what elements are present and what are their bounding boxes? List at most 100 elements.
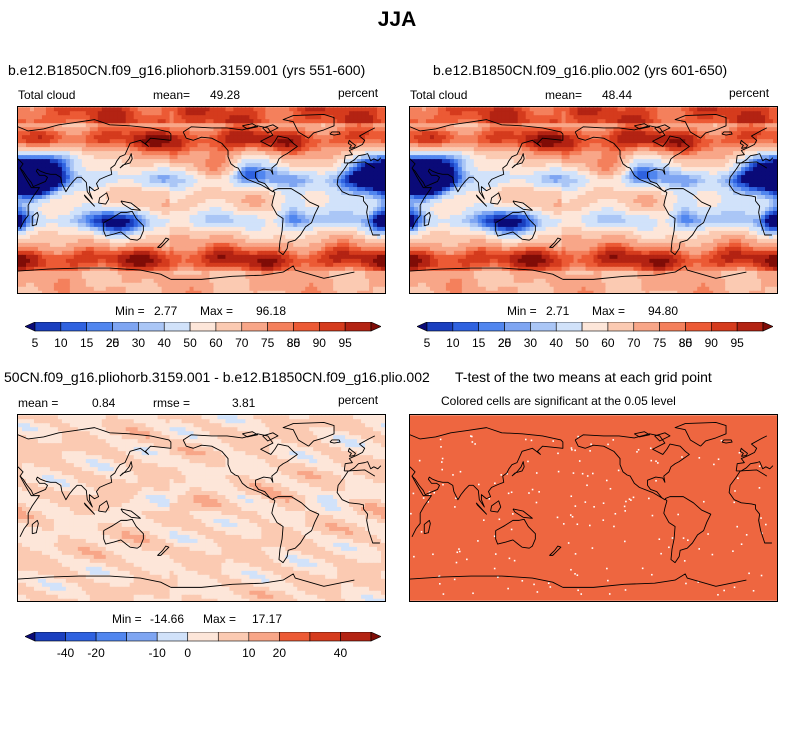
grid-cell — [541, 123, 547, 128]
grid-cell — [293, 242, 298, 248]
grid-cell — [297, 226, 302, 232]
grid-cell — [313, 290, 318, 293]
grid-cell — [145, 131, 151, 136]
grid-cell — [97, 210, 103, 216]
grid-cell — [73, 179, 79, 184]
grid-cell — [225, 147, 230, 152]
colorbar-tick-label: 90 — [313, 336, 327, 350]
grid-cell — [309, 131, 314, 136]
grid-cell — [241, 147, 246, 152]
grid-cell — [109, 274, 115, 280]
grid-cell — [213, 278, 218, 284]
grid-cell — [337, 270, 342, 276]
grid-cell — [521, 107, 527, 112]
grid-cell — [49, 123, 55, 128]
grid-cell — [705, 119, 710, 124]
grid-cell — [353, 218, 358, 224]
grid-cell — [361, 214, 366, 220]
grid-cell — [537, 119, 543, 124]
grid-cell — [501, 107, 507, 112]
grid-cell — [349, 234, 354, 240]
grid-cell — [61, 171, 67, 176]
grid-cell — [201, 195, 206, 200]
grid-cell — [365, 107, 370, 112]
grid-cell — [293, 119, 298, 124]
grid-cell — [221, 131, 226, 136]
grid-cell — [205, 270, 210, 276]
grid-cell — [65, 187, 71, 192]
grid-cell — [525, 123, 531, 128]
grid-cell — [157, 206, 163, 212]
grid-cell — [97, 206, 103, 212]
grid-cell — [89, 167, 95, 172]
grid-cell — [381, 290, 385, 293]
grid-cell — [121, 278, 127, 284]
grid-cell — [277, 254, 282, 260]
grid-cell — [277, 131, 282, 136]
grid-cell — [73, 214, 79, 220]
grid-cell — [85, 258, 91, 264]
grid-cell — [173, 230, 179, 236]
grid-cell — [221, 195, 226, 200]
grid-cell — [201, 214, 206, 220]
grid-cell — [49, 183, 55, 188]
grid-cell — [369, 202, 374, 208]
grid-cell — [361, 206, 366, 212]
grid-cell — [165, 222, 171, 228]
grid-cell — [285, 131, 290, 136]
grid-cell — [185, 258, 191, 264]
grid-cell — [381, 230, 385, 236]
grid-cell — [341, 179, 346, 184]
grid-cell — [137, 135, 143, 140]
grid-cell — [465, 115, 471, 120]
grid-cell — [93, 151, 99, 156]
grid-cell — [237, 143, 242, 148]
grid-cell — [177, 278, 183, 284]
grid-cell — [21, 246, 27, 252]
grid-cell — [381, 222, 385, 228]
grid-cell — [173, 135, 179, 140]
grid-cell — [289, 282, 294, 288]
grid-cell — [357, 278, 362, 284]
grid-cell — [201, 187, 206, 192]
grid-cell — [233, 218, 238, 224]
grid-cell — [377, 278, 382, 284]
grid-cell — [621, 131, 626, 136]
grid-cell — [61, 210, 67, 216]
grid-cell — [89, 214, 95, 220]
coastline — [282, 113, 335, 139]
grid-cell — [109, 167, 115, 172]
grid-cell — [145, 163, 151, 168]
grid-cell — [377, 286, 382, 292]
grid-cell — [117, 175, 123, 180]
grid-cell — [629, 131, 634, 136]
grid-cell — [237, 139, 242, 144]
grid-cell — [161, 119, 167, 124]
grid-cell — [341, 206, 346, 212]
grid-cell — [709, 111, 714, 116]
grid-cell — [205, 175, 210, 180]
grid-cell — [45, 139, 51, 144]
grid-cell — [301, 119, 306, 124]
grid-cell — [273, 222, 278, 228]
grid-cell — [333, 226, 338, 232]
grid-cell — [157, 167, 163, 172]
grid-cell — [325, 143, 330, 148]
grid-cell — [101, 214, 107, 220]
grid-cell — [25, 242, 31, 248]
grid-cell — [161, 214, 167, 220]
grid-cell — [65, 206, 71, 212]
grid-cell — [273, 191, 278, 196]
grid-cell — [161, 183, 167, 188]
grid-cell — [345, 270, 350, 276]
grid-cell — [85, 167, 91, 172]
grid-cell — [181, 246, 187, 252]
grid-cell — [149, 195, 155, 200]
grid-cell — [197, 254, 202, 260]
grid-cell — [18, 131, 23, 136]
grid-cell — [281, 214, 286, 220]
grid-cell — [337, 222, 342, 228]
grid-cell — [45, 119, 51, 124]
grid-cell — [321, 262, 326, 268]
grid-cell — [85, 123, 91, 128]
